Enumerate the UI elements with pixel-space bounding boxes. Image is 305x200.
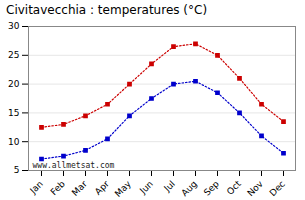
svg-text:Mar: Mar xyxy=(70,178,89,197)
svg-text:20: 20 xyxy=(8,79,20,89)
svg-text:Apr: Apr xyxy=(93,179,111,197)
svg-text:Oct: Oct xyxy=(225,178,243,196)
svg-text:Jun: Jun xyxy=(137,179,155,197)
svg-text:Dec: Dec xyxy=(268,179,287,198)
svg-text:25: 25 xyxy=(8,50,19,60)
html-text:Civitavecchia : temperatures (: Civitavecchia : temperatures (°C) xyxy=(6,3,208,17)
svg-text:5: 5 xyxy=(14,165,20,175)
svg-text:Jul: Jul xyxy=(161,179,176,194)
svg-text:15: 15 xyxy=(8,108,19,118)
svg-text:10: 10 xyxy=(8,137,20,147)
svg-text:30: 30 xyxy=(8,21,20,31)
svg-text:Jan: Jan xyxy=(27,179,45,197)
svg-text:May: May xyxy=(113,178,134,199)
svg-text:Aug: Aug xyxy=(179,179,199,199)
svg-text:www.allmetsat.com: www.allmetsat.com xyxy=(33,161,115,170)
svg-text:Sep: Sep xyxy=(202,179,221,198)
svg-text:Nov: Nov xyxy=(245,178,265,198)
svg-text:Feb: Feb xyxy=(49,179,68,198)
